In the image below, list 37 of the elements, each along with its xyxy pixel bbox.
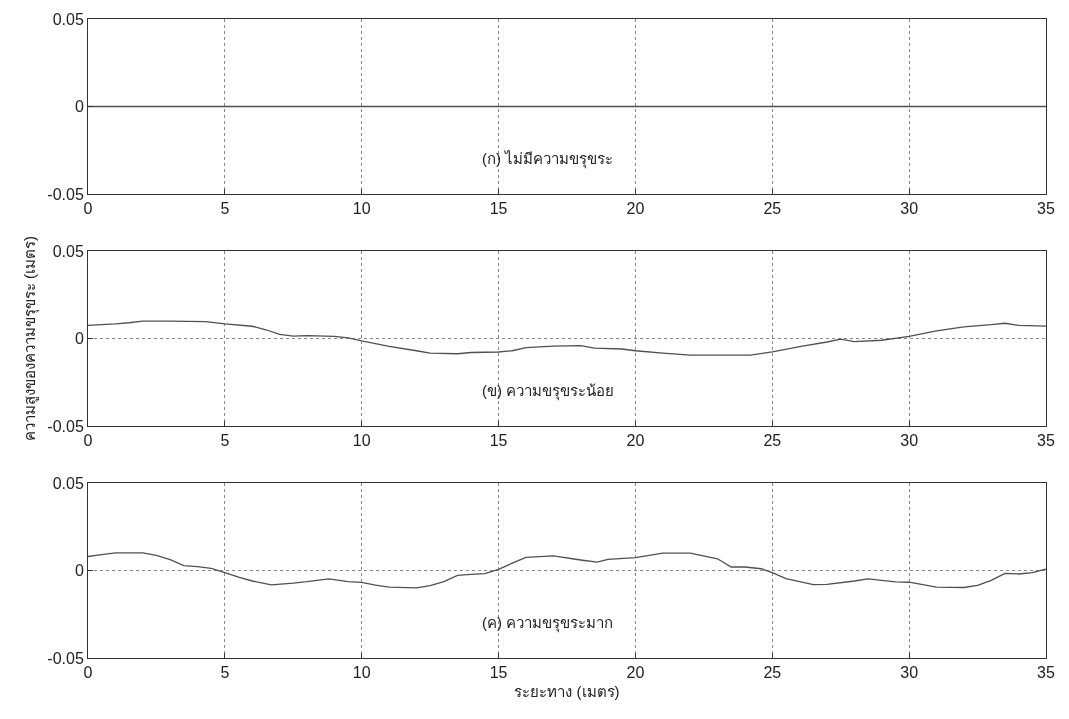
y-tick-label: 0.05: [52, 242, 84, 260]
annotation: (ก) ไม่มีความขรุขระ: [482, 150, 614, 169]
x-tick-label: 25: [763, 664, 782, 682]
x-tick-label: 20: [626, 664, 645, 682]
x-tick-label: 30: [900, 664, 919, 682]
annotation: (ค) ความขรุขระมาก: [482, 614, 614, 633]
x-tick-label: 35: [1037, 432, 1055, 450]
y-tick-label: 0.05: [52, 10, 84, 28]
y-tick-label: 0.05: [52, 474, 84, 492]
y-tick-label: 0: [74, 562, 84, 580]
x-tick-label: 15: [489, 200, 508, 218]
annotation: (ข) ความขรุขระน้อย: [482, 382, 615, 401]
x-tick-label: 15: [489, 432, 508, 450]
line-series: [88, 320, 1046, 356]
x-tick-label: 10: [352, 664, 371, 682]
x-tick-label: 20: [626, 432, 645, 450]
y-tick-label: -0.05: [47, 649, 84, 667]
x-tick-label: 30: [900, 200, 919, 218]
line-series: [88, 552, 1046, 589]
x-tick-label: 35: [1037, 664, 1055, 682]
y-tick-label: 0: [74, 330, 84, 348]
y-tick-label: -0.05: [47, 417, 84, 435]
x-tick-label: 30: [900, 432, 919, 450]
x-tick-label: 35: [1037, 200, 1055, 218]
x-tick-label: 5: [220, 664, 230, 682]
x-tick-label: 20: [626, 200, 645, 218]
y-axis-title: ความสูงของความขรุขระ (เมตร): [20, 235, 40, 442]
x-tick-label: 25: [763, 200, 782, 218]
x-tick-label: 5: [220, 432, 230, 450]
x-tick-label: 10: [352, 200, 371, 218]
x-axis-title: ระยะทาง (เมตร): [514, 683, 620, 701]
x-tick-label: 10: [352, 432, 371, 450]
x-tick-label: 25: [763, 432, 782, 450]
y-tick-label: -0.05: [47, 185, 84, 203]
x-tick-label: 15: [489, 664, 508, 682]
x-tick-label: 5: [220, 200, 230, 218]
y-tick-label: 0: [74, 98, 84, 116]
